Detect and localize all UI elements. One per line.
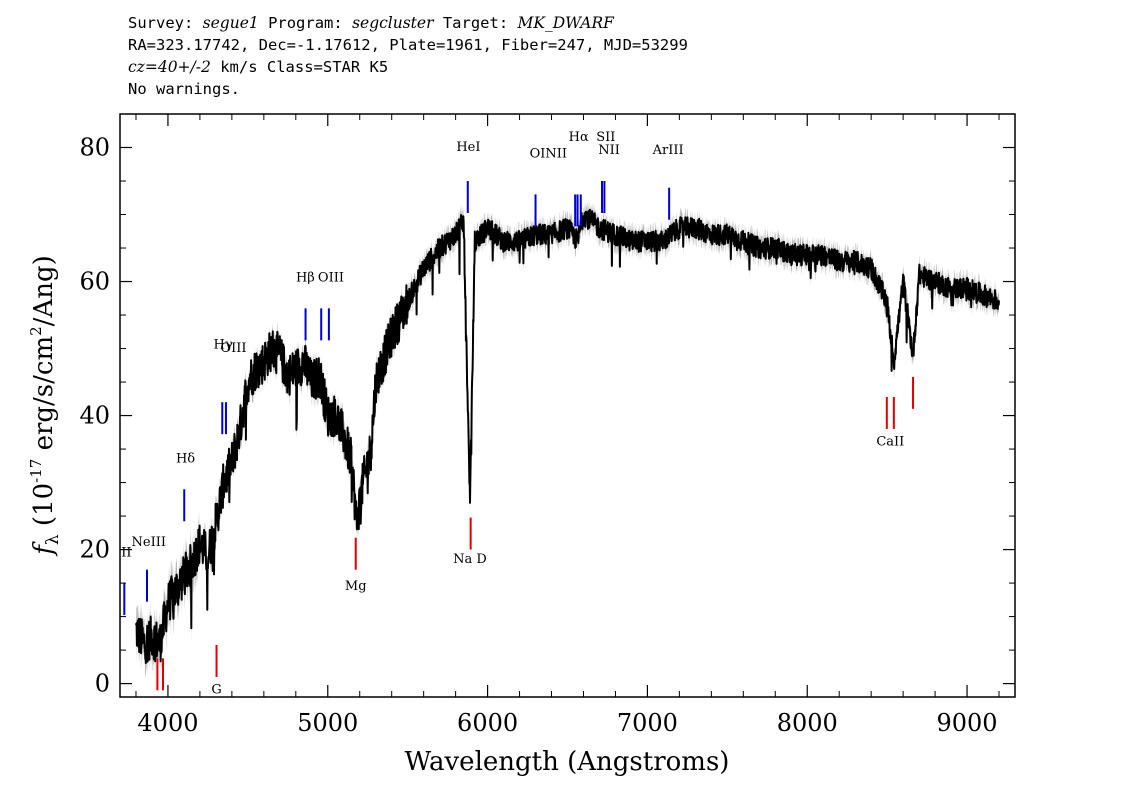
y-axis-exponent: -17 [27,459,45,483]
line-label: OIII [318,271,344,286]
class-text: km/s Class=STAR K5 [210,58,389,76]
program-value: segcluster [352,14,434,32]
header-line-1: Survey: segue1 Program: segcluster Targe… [128,12,688,34]
x-tick-label: 6000 [457,709,518,737]
line-label: Hα [569,130,589,145]
target-value: MK_DWARF [517,14,614,32]
line-label: SII [596,130,615,145]
y-tick-label: 80 [79,134,110,162]
header-line-4: No warnings. [128,80,240,98]
line-label: CaII [876,435,904,450]
x-tick-label: 8000 [777,709,838,737]
survey-label: Survey: [128,14,203,32]
axis-ticks: 4000 5000 6000 7000 8000 9000 0 20 40 60 80 [79,114,1015,737]
x-axis-title: Wavelength (Angstroms) [405,747,730,777]
y-axis-main: (10 [29,483,59,535]
program-label: Program: [258,14,353,32]
header-line-2: RA=323.17742, Dec=-1.17612, Plate=1961, … [128,36,688,54]
line-label: Hβ [296,271,315,286]
line-label: NII [598,143,620,158]
line-label: Mg [345,579,367,594]
target-label: Target: [433,14,518,32]
flux-series [135,208,1000,664]
line-label: NeIII [132,535,166,550]
x-tick-label: 7000 [617,709,678,737]
flux-line [135,208,1000,664]
y-axis-end: /Ang) [29,255,59,326]
y-tick-label: 60 [79,268,110,296]
y-axis-square: 2 [27,326,45,336]
y-tick-label: 0 [95,670,110,698]
survey-value: segue1 [202,14,259,32]
x-tick-label: 5000 [297,709,358,737]
x-tick-label: 4000 [137,709,198,737]
spectrum-header: Survey: segue1 Program: segcluster Targe… [128,12,688,100]
line-label: OINII [530,147,567,162]
y-axis-subscript: λ [43,534,63,545]
line-label: G [211,683,221,698]
redshift-value: cz=40+/-2 [128,58,211,76]
line-markers [123,181,915,691]
line-label: HeI [456,140,480,155]
line-label: Hδ [176,451,195,466]
line-label: OIII [220,341,246,356]
line-label: II [121,545,131,560]
header-line-3: cz=40+/-2 km/s Class=STAR K5 [128,56,688,78]
y-axis-title: fλ (10-17 erg/s/cm2/Ang) [27,255,63,557]
y-tick-label: 20 [79,536,110,564]
x-tick-label: 9000 [937,709,998,737]
y-tick-label: 40 [79,402,110,430]
line-label: Na D [453,552,487,567]
line-label: Hγ [214,338,233,353]
plot-frame [119,113,1016,698]
y-axis-unit: erg/s/cm [29,336,59,459]
line-label: ArIII [652,143,684,158]
